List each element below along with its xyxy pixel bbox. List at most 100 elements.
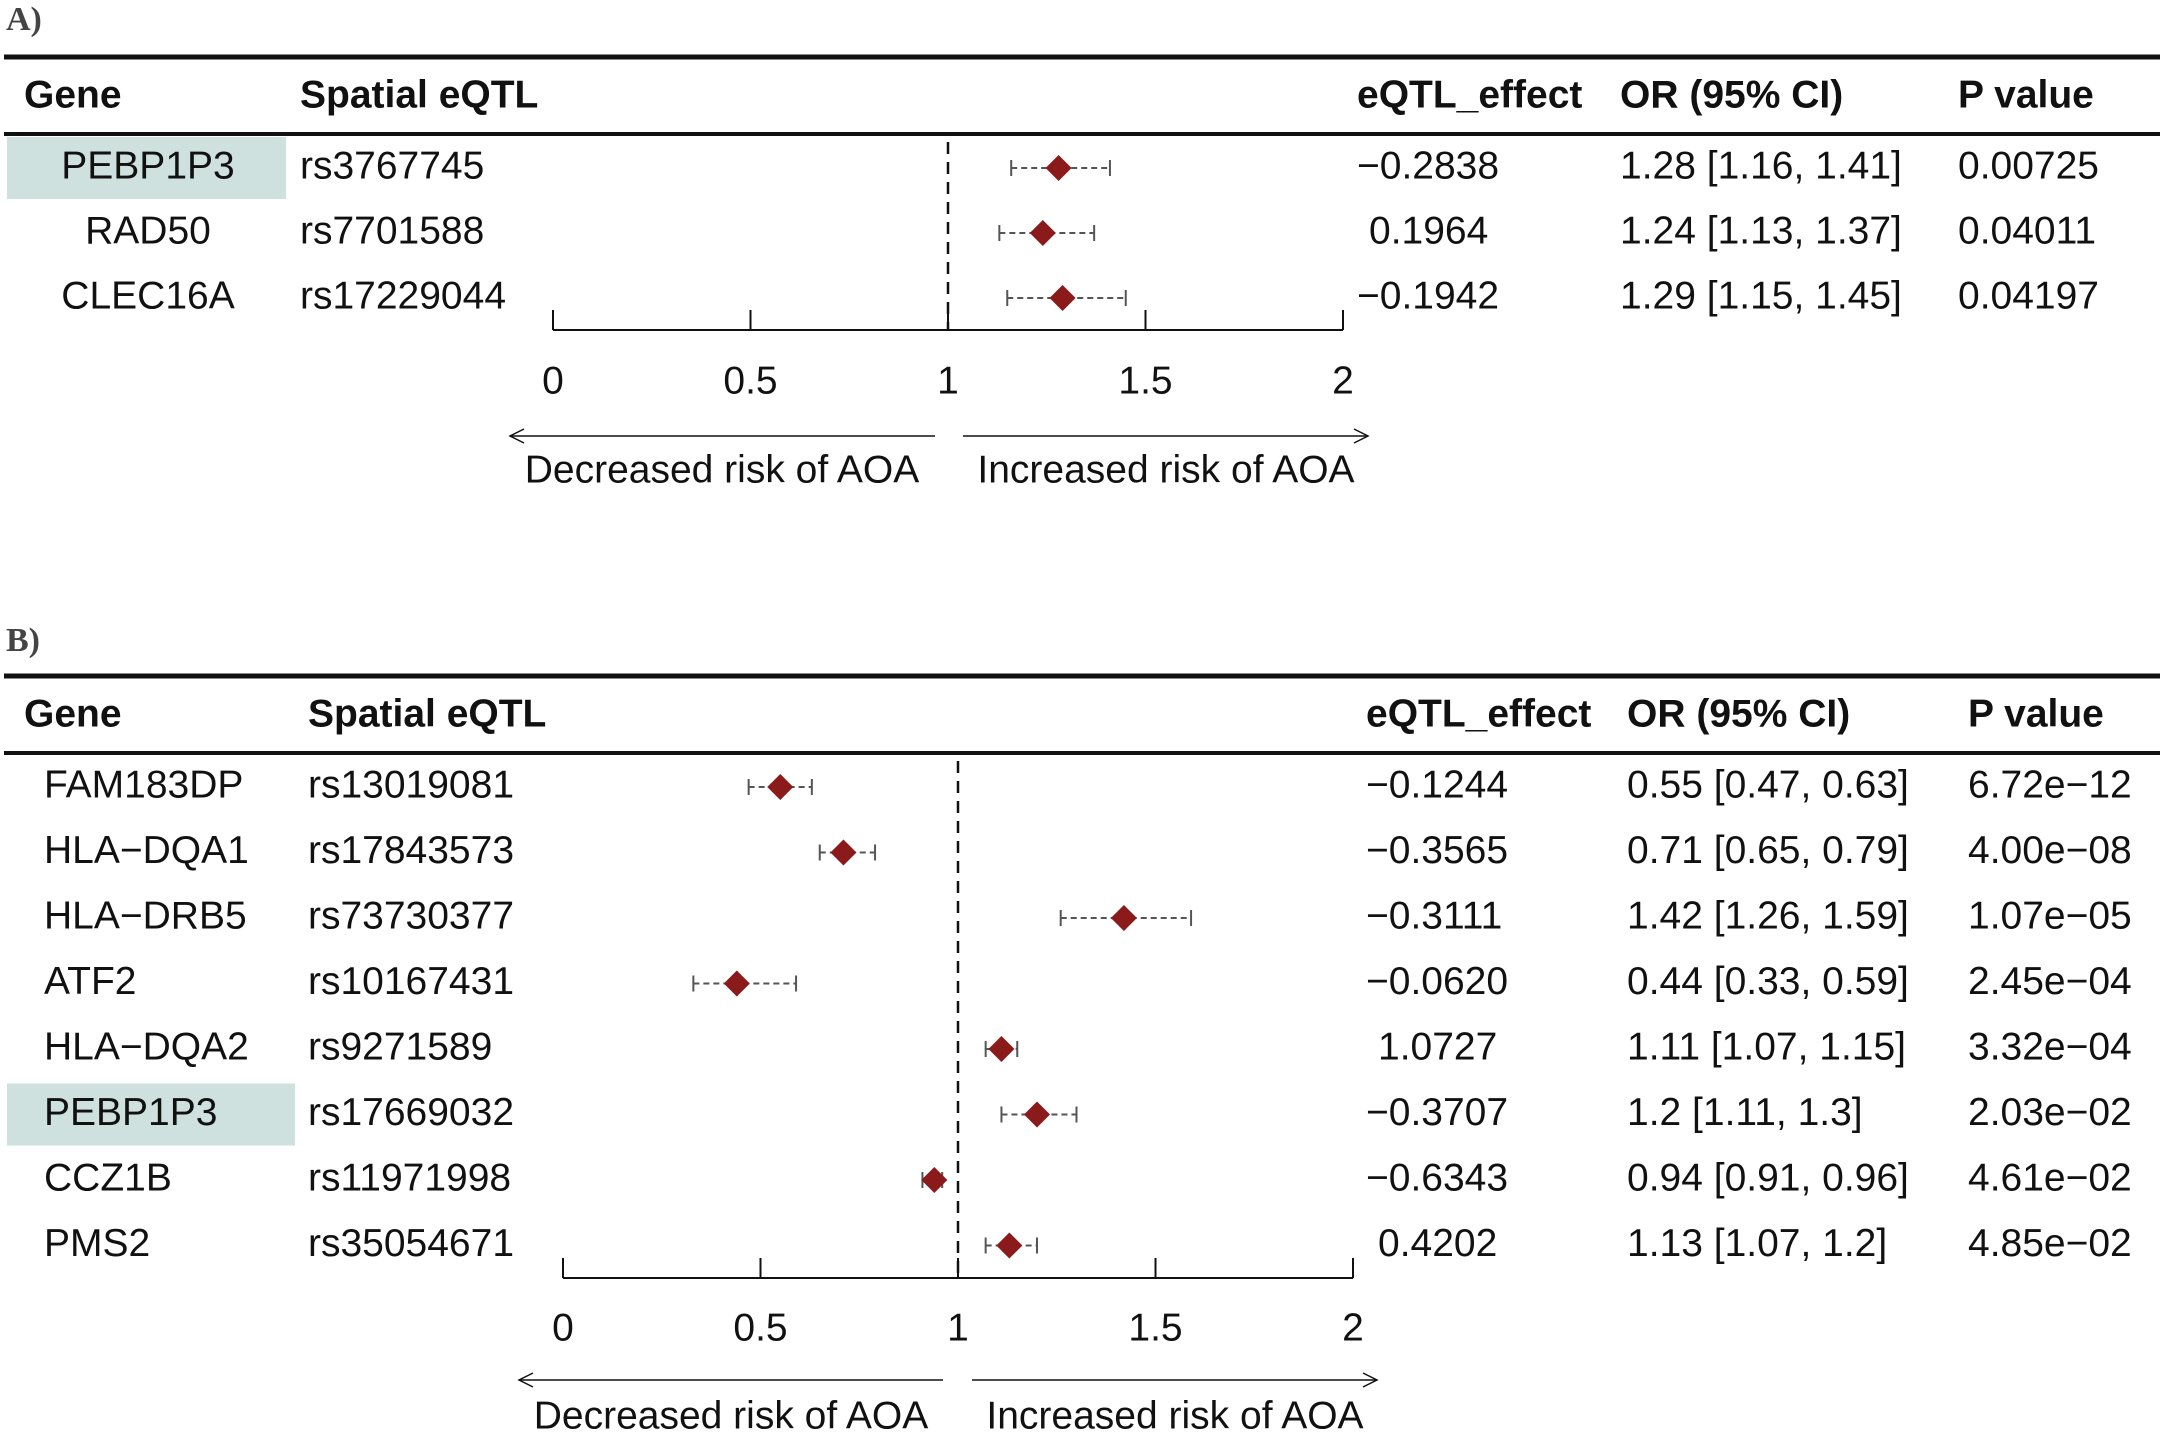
or-ci-value: 0.94 [0.91, 0.96] bbox=[1627, 1156, 1909, 1199]
table-row: ATF2 rs10167431 −0.0620 0.44 [0.33, 0.59] 2.… bbox=[44, 960, 2132, 1003]
p-value: 4.85e−02 bbox=[1968, 1222, 2132, 1265]
table-row: HLA−DRB5 rs73730377 −0.3111 1.42 [1.26, 1.5… bbox=[44, 894, 2132, 937]
table-row: FAM183DP rs13019081 −0.1244 0.55 [0.47, 0.6… bbox=[44, 763, 2132, 806]
header-eqtl-effect: eQTL_effect bbox=[1357, 73, 1582, 116]
snp-id: rs11971998 bbox=[308, 1156, 511, 1199]
or-point-diamond bbox=[830, 839, 857, 866]
table-row: CLEC16A rs17229044 −0.1942 1.29 [1.15, 1.45… bbox=[61, 274, 2099, 317]
panel-label: B) bbox=[6, 622, 40, 659]
eqtl-effect-value: −0.3565 bbox=[1366, 829, 1508, 872]
x-tick-label: 2 bbox=[1342, 1306, 1364, 1349]
gene-name: RAD50 bbox=[85, 209, 211, 252]
increased-risk-label: Increased risk of AOA bbox=[986, 1394, 1363, 1434]
eqtl-effect-value: 1.0727 bbox=[1378, 1025, 1497, 1068]
p-value: 4.61e−02 bbox=[1968, 1156, 2132, 1199]
gene-name: PMS2 bbox=[44, 1222, 150, 1265]
header-p-value: P value bbox=[1968, 692, 2104, 735]
snp-id: rs17843573 bbox=[308, 829, 514, 872]
table-row: HLA−DQA1 rs17843573 −0.3565 0.71 [0.65, 0.7… bbox=[44, 829, 2132, 872]
or-point-diamond bbox=[1045, 155, 1072, 181]
gene-name: ATF2 bbox=[44, 960, 136, 1003]
p-value: 4.00e−08 bbox=[1968, 829, 2132, 872]
gene-name: HLA−DQA2 bbox=[44, 1025, 249, 1068]
eqtl-effect-value: 0.1964 bbox=[1369, 209, 1488, 252]
table-row: PEBP1P3 rs17669032 −0.3707 1.2 [1.11, 1.3] 2… bbox=[7, 1083, 2132, 1146]
table-row: PEBP1P3 rs3767745 −0.2838 1.28 [1.16, 1.41]… bbox=[7, 137, 2099, 199]
or-point-diamond bbox=[767, 774, 794, 800]
eqtl-effect-value: −0.3707 bbox=[1366, 1091, 1508, 1134]
increased-risk-label: Increased risk of AOA bbox=[977, 448, 1354, 491]
gene-highlight bbox=[7, 1083, 295, 1146]
header-or-ci: OR (95% CI) bbox=[1620, 73, 1843, 116]
decreased-risk-label: Decreased risk of AOA bbox=[525, 448, 920, 491]
x-tick-label: 1 bbox=[937, 359, 959, 402]
x-tick-label: 0 bbox=[552, 1306, 574, 1349]
x-tick-label: 1.5 bbox=[1128, 1306, 1182, 1349]
panel-label: A) bbox=[6, 1, 42, 38]
header-or-ci: OR (95% CI) bbox=[1627, 692, 1850, 735]
snp-id: rs35054671 bbox=[308, 1222, 514, 1265]
or-point-diamond bbox=[1049, 285, 1076, 311]
or-ci-value: 0.55 [0.47, 0.63] bbox=[1627, 763, 1909, 806]
eqtl-effect-value: −0.2838 bbox=[1357, 144, 1499, 187]
header-spatial-eqtl: Spatial eQTL bbox=[308, 692, 546, 735]
p-value: 6.72e−12 bbox=[1968, 763, 2132, 806]
gene-highlight bbox=[7, 137, 286, 199]
decreased-arrowhead bbox=[517, 1372, 534, 1388]
header-eqtl-effect: eQTL_effect bbox=[1366, 692, 1591, 735]
x-tick-label: 0.5 bbox=[733, 1306, 787, 1349]
or-point-diamond bbox=[1110, 905, 1137, 931]
x-tick-label: 2 bbox=[1332, 359, 1354, 402]
gene-name: HLA−DRB5 bbox=[44, 894, 247, 937]
x-tick-label: 1 bbox=[947, 1306, 969, 1349]
or-ci-value: 1.42 [1.26, 1.59] bbox=[1627, 894, 1909, 937]
or-ci-value: 1.29 [1.15, 1.45] bbox=[1620, 274, 1902, 317]
gene-name: PEBP1P3 bbox=[44, 1091, 217, 1134]
eqtl-effect-value: −0.6343 bbox=[1366, 1156, 1508, 1199]
forest-panel-a: A) Gene Spatial eQTL eQTL_effect OR (95% CI)… bbox=[4, 1, 2160, 491]
x-tick-label: 0 bbox=[542, 359, 564, 402]
p-value: 1.07e−05 bbox=[1968, 894, 2132, 937]
or-point-diamond bbox=[996, 1232, 1023, 1259]
snp-id: rs10167431 bbox=[308, 960, 514, 1003]
or-point-diamond bbox=[921, 1167, 948, 1193]
snp-id: rs3767745 bbox=[300, 144, 484, 187]
decreased-arrowhead bbox=[508, 428, 525, 444]
p-value: 2.45e−04 bbox=[1968, 960, 2132, 1003]
p-value: 0.04197 bbox=[1958, 274, 2099, 317]
table-row: PMS2 rs35054671 0.4202 1.13 [1.07, 1.2] 4.85… bbox=[44, 1222, 2132, 1265]
header-gene: Gene bbox=[24, 692, 122, 735]
header-p-value: P value bbox=[1958, 73, 2094, 116]
increased-arrowhead bbox=[1362, 1372, 1379, 1388]
or-ci-value: 1.13 [1.07, 1.2] bbox=[1627, 1222, 1887, 1265]
or-ci-value: 1.24 [1.13, 1.37] bbox=[1620, 209, 1902, 252]
or-point-diamond bbox=[723, 970, 750, 997]
or-ci-value: 0.44 [0.33, 0.59] bbox=[1627, 960, 1909, 1003]
snp-id: rs9271589 bbox=[308, 1025, 492, 1068]
header-gene: Gene bbox=[24, 73, 122, 116]
or-ci-value: 1.2 [1.11, 1.3] bbox=[1627, 1091, 1863, 1134]
snp-id: rs7701588 bbox=[300, 209, 484, 252]
p-value: 0.04011 bbox=[1958, 209, 2096, 252]
eqtl-effect-value: −0.0620 bbox=[1366, 960, 1508, 1003]
x-tick-label: 0.5 bbox=[723, 359, 777, 402]
or-point-diamond bbox=[1029, 220, 1056, 246]
or-ci-value: 0.71 [0.65, 0.79] bbox=[1627, 829, 1909, 872]
table-row: RAD50 rs7701588 0.1964 1.24 [1.13, 1.37] 0.0… bbox=[85, 209, 2096, 252]
snp-id: rs17229044 bbox=[300, 274, 506, 317]
gene-name: CCZ1B bbox=[44, 1156, 172, 1199]
or-ci-value: 1.11 [1.07, 1.15] bbox=[1627, 1025, 1906, 1068]
decreased-risk-label: Decreased risk of AOA bbox=[534, 1394, 929, 1434]
eqtl-effect-value: −0.1942 bbox=[1357, 274, 1499, 317]
or-point-diamond bbox=[988, 1036, 1015, 1062]
increased-arrowhead bbox=[1353, 428, 1370, 444]
p-value: 3.32e−04 bbox=[1968, 1025, 2132, 1068]
gene-name: PEBP1P3 bbox=[61, 144, 234, 187]
snp-id: rs17669032 bbox=[308, 1091, 514, 1134]
gene-name: HLA−DQA1 bbox=[44, 829, 249, 872]
or-point-diamond bbox=[1024, 1101, 1050, 1128]
p-value: 0.00725 bbox=[1958, 144, 2099, 187]
table-row: CCZ1B rs11971998 −0.6343 0.94 [0.91, 0.96] 4… bbox=[44, 1156, 2132, 1199]
p-value: 2.03e−02 bbox=[1968, 1091, 2132, 1134]
